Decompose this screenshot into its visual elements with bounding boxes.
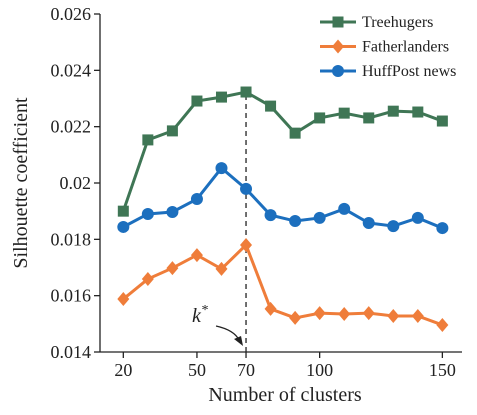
y-tick-label: 0.02 — [60, 173, 92, 193]
k-star-arrow — [215, 325, 240, 341]
y-tick-label: 0.024 — [51, 60, 92, 80]
marker — [265, 100, 277, 112]
marker — [387, 105, 399, 117]
y-tick-label: 0.022 — [51, 117, 92, 137]
marker — [190, 193, 203, 206]
marker — [411, 308, 424, 323]
marker — [387, 308, 400, 323]
y-axis-label: Silhouette coefficient — [10, 97, 32, 269]
marker — [362, 216, 375, 229]
legend-label: HuffPost news — [362, 63, 456, 80]
marker — [314, 112, 326, 124]
marker — [142, 134, 154, 146]
y-tick-label: 0.018 — [51, 229, 92, 249]
y-tick-label: 0.026 — [51, 4, 92, 24]
marker — [141, 272, 154, 287]
marker — [436, 222, 449, 235]
marker — [289, 127, 301, 139]
marker — [412, 106, 424, 118]
x-tick-label: 70 — [237, 360, 255, 380]
k-star-text: k — [192, 305, 202, 327]
marker — [191, 95, 203, 107]
marker — [387, 220, 400, 233]
k-star-sup: * — [201, 303, 208, 318]
x-tick-label: 150 — [429, 360, 456, 380]
marker — [363, 112, 375, 124]
marker — [436, 115, 448, 127]
marker — [362, 306, 375, 321]
marker — [264, 301, 277, 316]
x-tick-label: 100 — [306, 360, 333, 380]
marker — [117, 220, 130, 233]
legend-marker — [332, 65, 344, 77]
legend-label: Treehugers — [362, 14, 433, 31]
marker — [166, 125, 178, 137]
marker — [436, 317, 449, 332]
marker — [240, 182, 253, 195]
legend-label: Fatherlanders — [362, 39, 449, 56]
k-star-label: k* — [192, 303, 208, 327]
marker — [215, 162, 228, 175]
marker — [338, 202, 351, 215]
x-axis-label: Number of clusters — [208, 384, 362, 406]
marker — [411, 211, 424, 224]
marker — [166, 261, 179, 276]
marker — [215, 91, 227, 103]
marker — [289, 310, 302, 325]
y-tick-label: 0.014 — [51, 342, 92, 362]
legend-marker — [332, 39, 344, 54]
marker — [215, 261, 228, 276]
k-star-arrowhead — [234, 336, 244, 346]
marker — [240, 237, 253, 252]
marker — [240, 86, 252, 98]
x-tick-label: 50 — [188, 360, 206, 380]
marker — [289, 215, 302, 228]
marker — [166, 206, 179, 219]
marker — [338, 306, 351, 321]
series-line — [122, 165, 443, 230]
x-tick-label: 20 — [114, 360, 132, 380]
marker — [117, 292, 130, 307]
marker — [117, 205, 129, 217]
y-tick-label: 0.016 — [51, 286, 92, 306]
marker — [313, 211, 326, 224]
marker — [338, 107, 350, 119]
legend-marker — [332, 16, 344, 28]
marker — [141, 207, 154, 220]
marker — [313, 306, 326, 321]
marker — [264, 209, 277, 222]
marker — [190, 248, 203, 263]
